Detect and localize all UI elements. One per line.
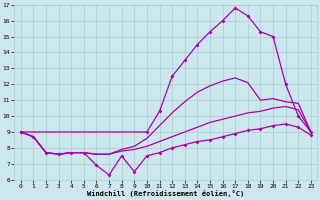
- X-axis label: Windchill (Refroidissement éolien,°C): Windchill (Refroidissement éolien,°C): [87, 190, 244, 197]
